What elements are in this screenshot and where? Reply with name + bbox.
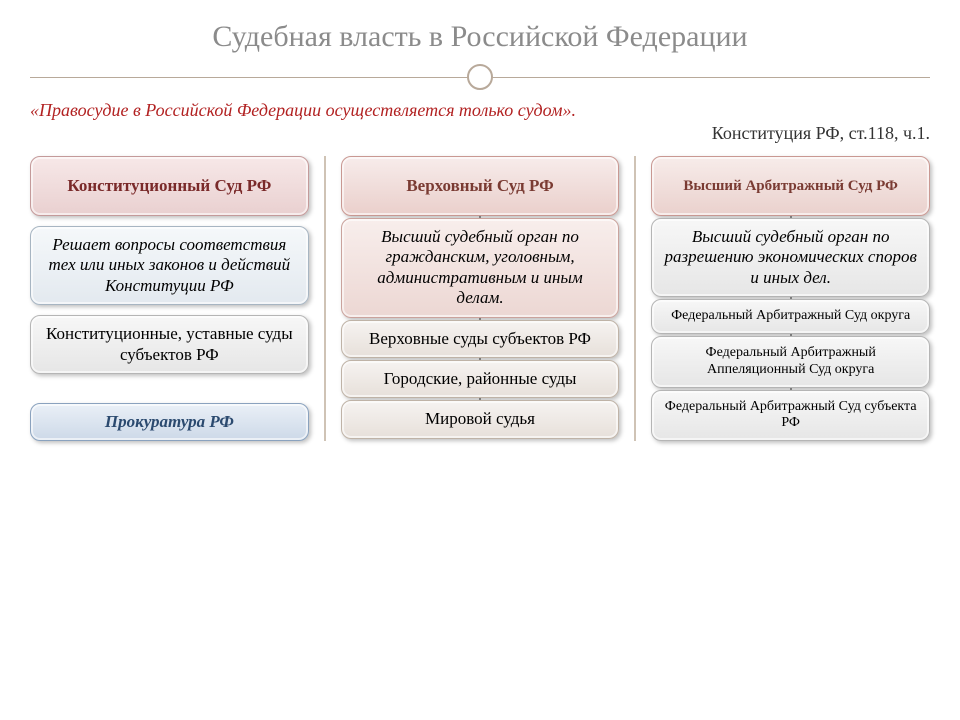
supreme-header: Верховный Суд РФ [341, 156, 620, 216]
arbitration-description: Высший судебный орган по разрешению экон… [651, 218, 930, 297]
divider-ring [467, 64, 493, 90]
column-arbitration: Высший Арбитражный Суд РФ Высший судебны… [651, 156, 930, 441]
column-supreme: Верховный Суд РФ Высший судебный орган п… [341, 156, 620, 441]
quote-source: Конституция РФ, ст.118, ч.1. [30, 123, 930, 144]
constitutional-description: Решает вопросы соответствия тех или иных… [30, 226, 309, 305]
arbitration-level-2: Федеральный Арбитражный Суд субъекта РФ [651, 390, 930, 442]
supreme-level-1: Городские, районные суды [341, 360, 620, 398]
prosecutor-box: Прокуратура РФ [30, 403, 309, 441]
title-divider [30, 62, 930, 92]
column-separator-1 [324, 156, 326, 441]
arbitration-header: Высший Арбитражный Суд РФ [651, 156, 930, 216]
page-title: Судебная власть в Российской Федерации [30, 20, 930, 54]
supreme-level-0: Верховные суды субъектов РФ [341, 320, 620, 358]
supreme-description: Высший судебный орган по гражданским, уг… [341, 218, 620, 318]
arbitration-level-0: Федеральный Арбитражный Суд округа [651, 299, 930, 334]
column-constitutional: Конституционный Суд РФ Решает вопросы со… [30, 156, 309, 441]
supreme-chain: Верховный Суд РФ Высший судебный орган п… [341, 156, 620, 439]
arbitration-chain: Высший Арбитражный Суд РФ Высший судебны… [651, 156, 930, 441]
arbitration-level-1: Федеральный Арбитражный Аппеляционный Су… [651, 336, 930, 388]
columns-wrapper: Конституционный Суд РФ Решает вопросы со… [30, 156, 930, 441]
supreme-level-2: Мировой судья [341, 400, 620, 438]
quote-text: «Правосудие в Российской Федерации осуще… [30, 100, 930, 121]
column-separator-2 [634, 156, 636, 441]
constitutional-sub: Конституционные, уставные суды субъектов… [30, 315, 309, 374]
constitutional-header: Конституционный Суд РФ [30, 156, 309, 216]
